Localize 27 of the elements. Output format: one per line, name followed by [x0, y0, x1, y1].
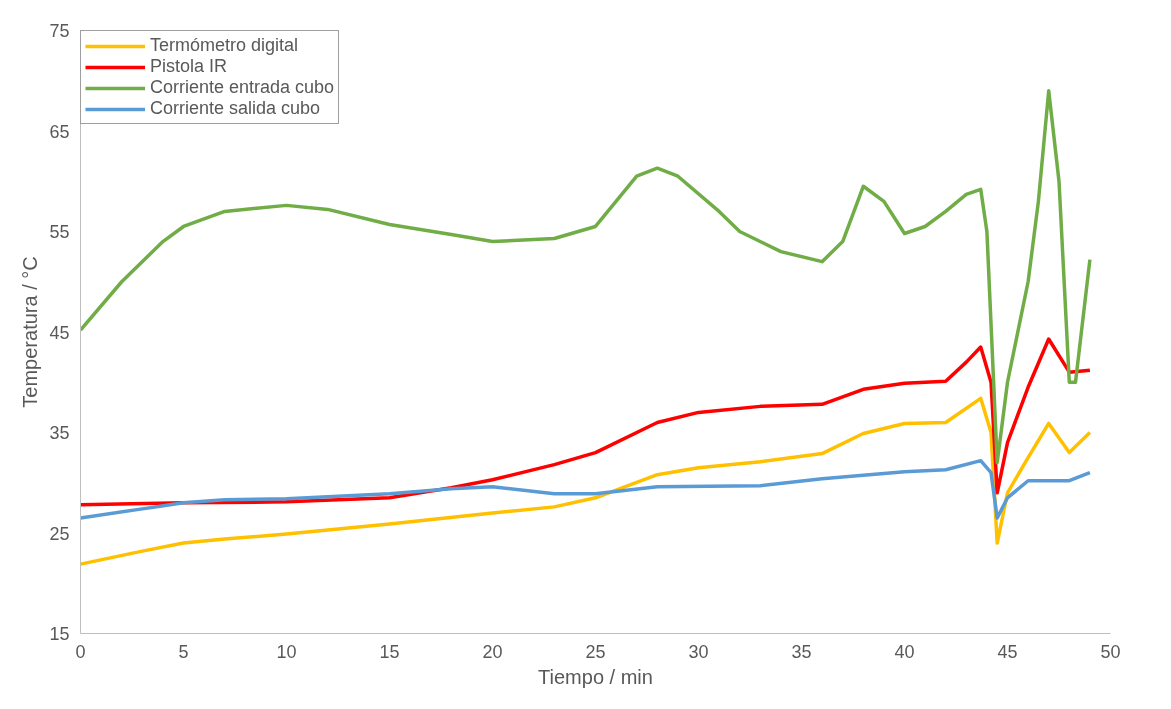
x-axis-title: Tiempo / min	[538, 665, 653, 688]
legend-label: Pistola IR	[150, 56, 228, 77]
y-tick-label: 45	[49, 322, 70, 343]
y-tick-label: 35	[49, 423, 70, 443]
y-tick-label: 25	[49, 523, 70, 544]
legend-label: Corriente salida cubo	[150, 98, 321, 119]
x-tick-label: 50	[1100, 641, 1121, 662]
legend-label: Termómetro digital	[150, 35, 299, 56]
x-tick-label: 40	[894, 641, 915, 662]
y-axis-title: Temperatura / °C	[19, 256, 42, 408]
legend-label: Corriente entrada cubo	[150, 77, 335, 98]
x-tick-label: 45	[997, 641, 1018, 662]
x-tick-label: 20	[482, 641, 503, 662]
x-tick-label: 15	[379, 641, 400, 662]
x-tick-label: 30	[688, 641, 709, 662]
x-tick-label: 5	[178, 641, 189, 662]
line-series	[80, 396, 1092, 566]
line-series	[80, 337, 1092, 507]
x-tick-label: 35	[791, 641, 812, 662]
y-tick-label: 75	[49, 21, 70, 41]
y-tick-label: 65	[49, 121, 70, 142]
line-series	[80, 458, 1092, 520]
x-tick-label: 0	[75, 641, 86, 662]
y-tick-label: 15	[49, 624, 70, 644]
x-tick-label: 10	[276, 641, 297, 662]
y-tick-label: 55	[49, 222, 70, 242]
x-tick-label: 25	[585, 641, 606, 662]
